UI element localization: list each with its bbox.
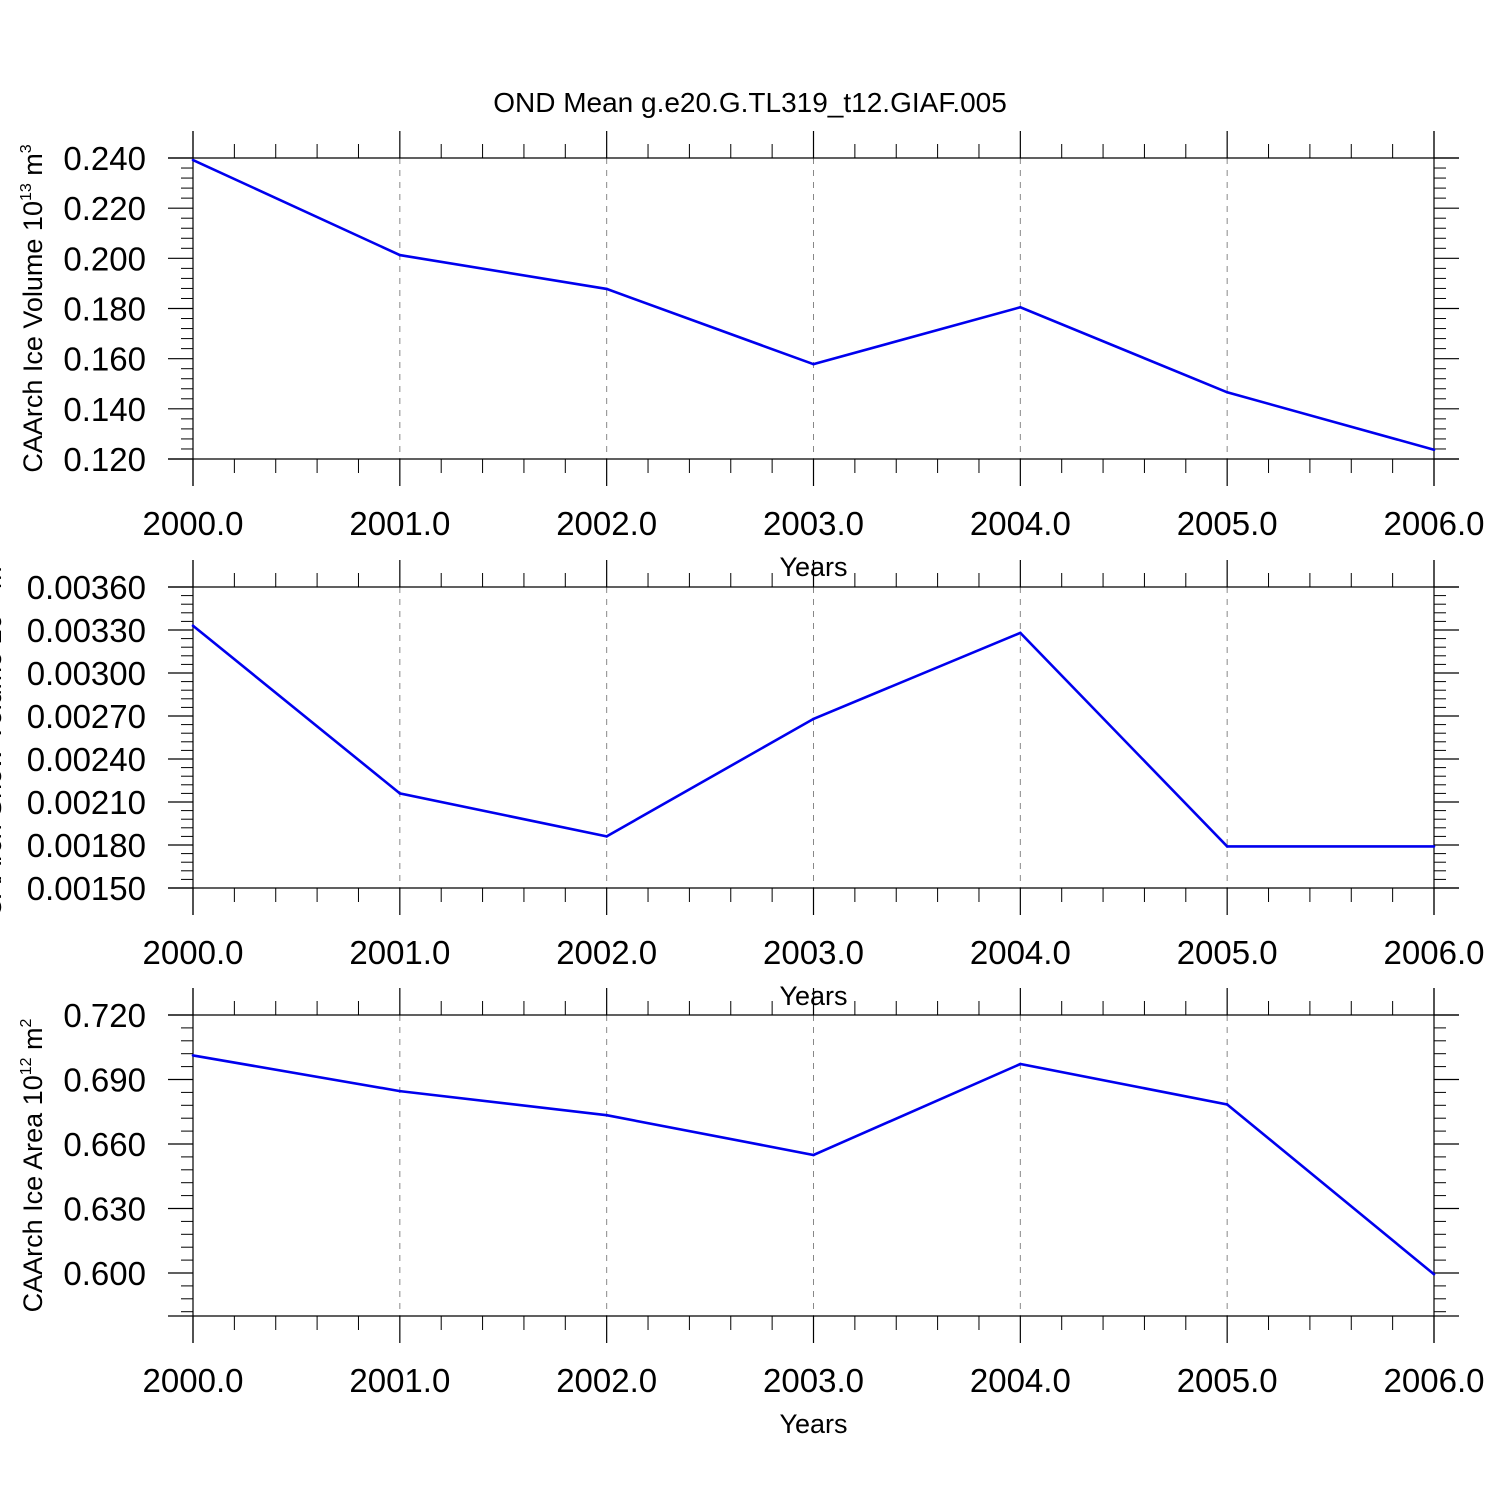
data-point xyxy=(1432,845,1436,848)
y-tick-label: 0.160 xyxy=(63,341,146,378)
y-tick-label: 0.00270 xyxy=(27,698,146,735)
data-point xyxy=(812,362,815,366)
x-tick-label: 2003.0 xyxy=(763,505,864,542)
x-tick-label: 2002.0 xyxy=(556,934,657,971)
y-axis-title-unit: m xyxy=(0,566,7,596)
y-tick-label: 0.200 xyxy=(63,240,146,277)
y-axis-title-exponent: 13 xyxy=(18,183,35,201)
data-point xyxy=(605,287,608,291)
data-point xyxy=(398,1089,402,1093)
y-axis-title-unit: m xyxy=(18,153,48,183)
y-axis-title-exponent: 12 xyxy=(18,1057,35,1075)
y-tick-label: 0.00360 xyxy=(27,569,146,606)
y-axis-title-unit-exponent: 2 xyxy=(18,1018,35,1027)
panels: 2000.0 2001.0 2002.0 2003.0 2004.0 2005.0 2006… xyxy=(0,131,1484,1439)
x-tick-label: 2001.0 xyxy=(349,1362,450,1399)
data-point xyxy=(191,1054,195,1057)
data-point xyxy=(1019,1062,1022,1066)
y-tick-label: 0.00240 xyxy=(27,741,146,778)
y-tick-label: 0.00150 xyxy=(27,870,146,907)
data-point xyxy=(191,158,195,162)
y-axis-title-unit-exponent: 3 xyxy=(18,144,35,153)
data-point xyxy=(1019,631,1022,635)
x-tick-label: 2003.0 xyxy=(763,934,864,971)
x-tick-label: 2001.0 xyxy=(349,934,450,971)
x-tick-label: 2002.0 xyxy=(556,1362,657,1399)
x-tick-label: 2002.0 xyxy=(556,505,657,542)
y-axis-title-main: CAArch Ice Area 10 xyxy=(18,1075,48,1312)
y-axis-title-unit: m xyxy=(18,1027,48,1057)
data-point xyxy=(1225,845,1229,848)
y-tick-label: 0.630 xyxy=(63,1191,146,1228)
y-tick-label: 0.660 xyxy=(63,1126,146,1163)
y-tick-label: 0.690 xyxy=(63,1062,146,1099)
y-tick-label: 0.600 xyxy=(63,1255,146,1292)
y-axis-title: CAArch Snow Volume 1013 m3 xyxy=(0,557,7,917)
data-point xyxy=(398,792,402,795)
data-point xyxy=(812,1153,815,1157)
data-point xyxy=(1225,390,1229,394)
y-tick-label: 0.220 xyxy=(63,190,146,227)
data-point xyxy=(191,624,195,627)
x-tick-label: 2000.0 xyxy=(143,1362,244,1399)
y-tick-label: 0.240 xyxy=(63,140,146,177)
data-point xyxy=(605,835,608,838)
y-tick-label: 0.140 xyxy=(63,391,146,428)
y-axis-title-main: CAArch Ice Volume 10 xyxy=(18,201,48,473)
y-tick-label: 0.00180 xyxy=(27,827,146,864)
data-point xyxy=(398,253,402,257)
x-tick-label: 2005.0 xyxy=(1177,505,1278,542)
x-tick-label: 2005.0 xyxy=(1177,934,1278,971)
x-tick-label: 2000.0 xyxy=(143,505,244,542)
x-tick-label: 2003.0 xyxy=(763,1362,864,1399)
data-point xyxy=(1019,305,1022,309)
x-tick-label: 2005.0 xyxy=(1177,1362,1278,1399)
y-tick-label: 0.00210 xyxy=(27,784,146,821)
y-axis-title: CAArch Ice Volume 1013 m3 xyxy=(18,144,48,472)
x-tick-label: 2004.0 xyxy=(970,1362,1071,1399)
x-tick-label: 2000.0 xyxy=(143,934,244,971)
y-tick-label: 0.720 xyxy=(63,997,146,1034)
y-axis-title: CAArch Ice Area 1012 m2 xyxy=(18,1018,48,1312)
x-tick-label: 2006.0 xyxy=(1384,1362,1485,1399)
x-tick-label: 2006.0 xyxy=(1384,505,1485,542)
y-axis-title-main: CAArch Snow Volume 10 xyxy=(0,614,7,917)
x-tick-label: 2004.0 xyxy=(970,934,1071,971)
panel-1: 2000.0 2001.0 2002.0 2003.0 2004.0 2005.0 2006… xyxy=(18,131,1484,582)
x-tick-label: 2004.0 xyxy=(970,505,1071,542)
data-point xyxy=(1432,448,1436,452)
y-tick-label: 0.00330 xyxy=(27,612,146,649)
figure-title: OND Mean g.e20.G.TL319_t12.GIAF.005 xyxy=(493,87,1007,118)
data-point xyxy=(1225,1103,1229,1106)
x-tick-label: 2001.0 xyxy=(349,505,450,542)
x-axis-title: Years xyxy=(779,1409,847,1439)
data-point xyxy=(605,1113,608,1117)
y-tick-label: 0.180 xyxy=(63,291,146,328)
data-point xyxy=(812,717,815,721)
y-tick-label: 0.120 xyxy=(63,441,146,478)
panel-3: 2000.0 2001.0 2002.0 2003.0 2004.0 2005.0 2006… xyxy=(18,988,1484,1439)
x-tick-label: 2006.0 xyxy=(1384,934,1485,971)
data-point xyxy=(1432,1272,1436,1276)
y-tick-label: 0.00300 xyxy=(27,655,146,692)
